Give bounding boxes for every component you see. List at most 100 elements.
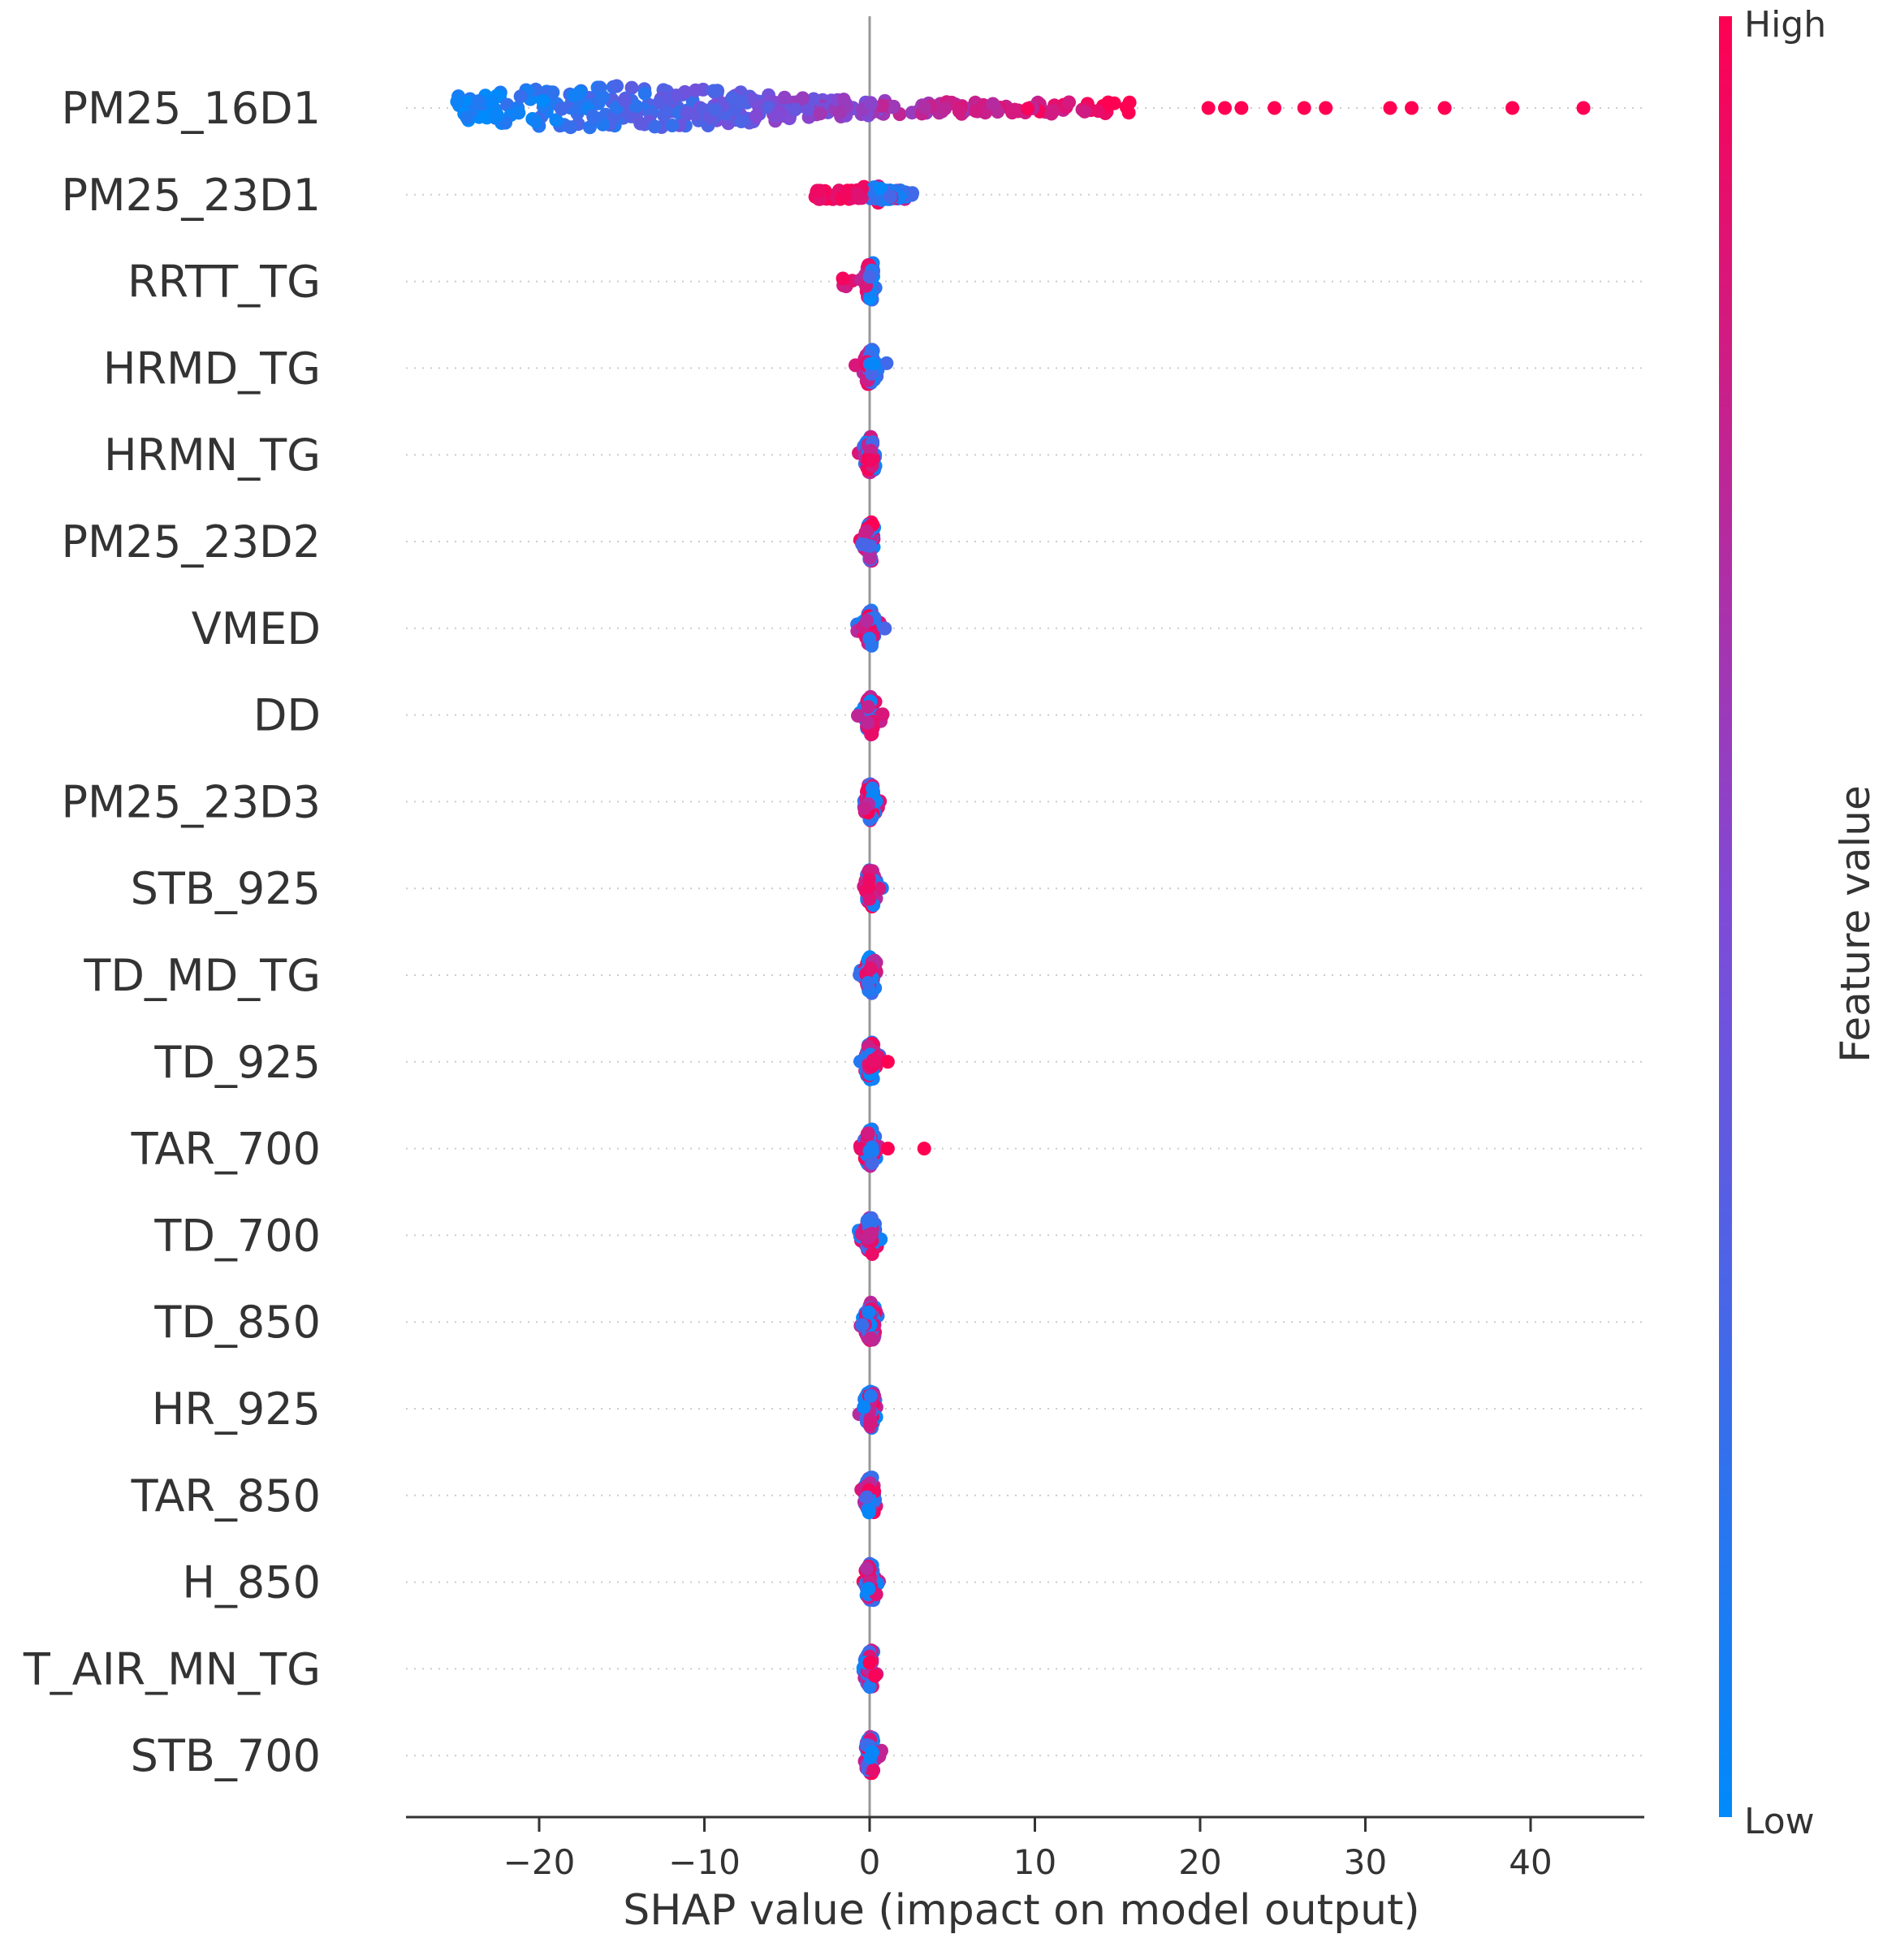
row-hrmd-tg-dot [864,366,879,381]
x-tick-label: 0 [859,1842,881,1882]
row-stb-925-dot [862,879,876,894]
row-rrtt-tg-label: RRTT_TG [127,257,321,308]
row-td-850-dot [855,1318,870,1332]
row-stb-700-dot [866,1763,881,1777]
row-pm25-16d1-outlier-dot [1437,101,1452,115]
row-td-850-dot [863,1331,878,1345]
row-pm25-16d1-dot [986,97,1000,111]
row-pm25-16d1-dot [485,94,499,109]
row-hr-925-label: HR_925 [152,1384,321,1435]
row-pm25-16d1-dot [1091,104,1106,119]
row-pm25-16d1-dot [918,100,932,114]
row-tar-700-label: TAR_700 [131,1124,321,1175]
row-pm25-16d1-label: PM25_16D1 [61,83,321,134]
row-pm25-16d1-dot [513,89,528,104]
row-pm25-16d1-dot [875,98,889,113]
row-pm25-16d1-dot [1021,101,1035,116]
row-td-700-dot [865,1247,879,1261]
row-td-850-dot [862,1305,876,1319]
row-pm25-16d1-dot [813,106,827,121]
row-td-925-dot [866,1053,880,1068]
row-hr-925-dot [863,1417,878,1431]
row-vmed-label: VMED [192,603,321,654]
row-pm25-16d1-dot [864,97,879,111]
row-dd-dot [851,709,865,723]
row-pm25-16d1-dot [637,86,652,101]
row-pm25-16d1-outlier-dot [1576,101,1591,115]
row-pm25-16d1-outlier-dot [1268,101,1282,115]
row-pm25-23d2-dot [859,525,874,539]
row-pm25-16d1-dot [471,94,486,109]
row-h-850-dot [860,1561,874,1576]
x-tick-label: 40 [1509,1842,1552,1882]
row-td-700-dot [860,1213,875,1228]
x-tick-label: −10 [668,1842,741,1882]
row-td-850-label: TD_850 [153,1297,321,1348]
row-pm25-16d1-dot [708,102,723,117]
row-pm25-16d1-dot [832,105,847,119]
colorbar-title: Feature value [1832,785,1879,1062]
row-pm25-23d1-dot [851,188,866,202]
feature-labels: PM25_16D1 PM25_23D1 RRTT_TG HRMD_TG HRMN_TG P… [23,83,321,1781]
row-pm25-16d1-dot [529,114,543,128]
row-hr-925-dot [857,1400,871,1414]
row-pm25-23d2-label: PM25_23D2 [61,516,321,568]
row-pm25-16d1-dot [610,79,624,93]
row-td-925-outlier-dot [880,1055,895,1069]
row-hrmn-tg-label: HRMN_TG [104,430,321,481]
row-vmed-dot [865,638,879,653]
row-t-air-mn-tg-dot [862,1680,877,1694]
x-axis: −20 −10 0 10 20 30 40 SHAP value (impact on mo… [406,1815,1644,1935]
row-hrmn-tg-dot [864,453,879,468]
row-hrmd-tg-dot [879,356,894,370]
row-td-md-tg-dot [863,961,878,976]
row-pm25-16d1-dot [669,89,683,103]
row-tar-700-outlier-dot [880,1142,895,1156]
row-pm25-16d1-dot [555,101,569,116]
row-pm25-23d1-label: PM25_23D1 [61,170,321,221]
row-hrmd-tg-dot [866,356,880,371]
row-pm25-16d1-dot [617,93,632,107]
row-pm25-16d1-dot [796,91,810,106]
row-pm25-16d1-dot [734,94,749,109]
row-pm25-16d1-dot [769,109,784,123]
row-pm25-16d1-dot [689,83,703,97]
row-pm25-16d1-dot [566,89,581,103]
row-pm25-16d1-dot [549,113,564,127]
row-t-air-mn-tg-dot [868,1669,883,1683]
row-pm25-16d1-dot [788,102,802,117]
colorbar-high-label: High [1744,4,1826,45]
row-pm25-23d3-dot [857,801,872,816]
row-pm25-16d1-outlier-dot [1201,101,1216,115]
row-td-925-label: TD_925 [153,1037,321,1088]
row-pm25-16d1-dot [546,85,560,100]
row-pm25-16d1-dot [633,116,648,131]
x-ticks: −20 −10 0 10 20 30 40 [503,1817,1553,1882]
row-tar-700-dot [865,1156,879,1170]
x-tick-label: 30 [1344,1842,1387,1882]
row-pm25-23d1-dot [839,188,853,202]
row-gridlines [406,107,1644,1757]
row-pm25-16d1-dot [628,99,643,114]
row-pm25-16d1-dot [536,93,550,108]
row-pm25-16d1-dot [490,109,504,123]
row-t-air-mn-tg-dot [862,1656,877,1670]
row-pm25-16d1-dot [460,110,474,125]
x-axis-title: SHAP value (impact on model output) [623,1886,1419,1935]
row-pm25-16d1-dot [777,90,792,105]
row-pm25-16d1-dot [624,80,639,95]
beeswarm-dots [450,79,1591,1781]
row-td-md-tg-label: TD_MD_TG [83,950,321,1001]
row-pm25-16d1-dot [806,92,821,106]
row-pm25-16d1-dot [801,101,815,116]
row-pm25-16d1-outlier-dot [1218,101,1232,115]
row-pm25-16d1-dot [1107,96,1121,110]
row-tar-850-label: TAR_850 [131,1470,321,1522]
row-td-700-label: TD_700 [153,1210,321,1261]
row-dd-dot [865,727,879,741]
row-pm25-16d1-outlier-dot [1505,101,1520,115]
row-td-700-dot [865,1227,879,1241]
row-pm25-16d1-dot [1078,104,1092,119]
row-pm25-16d1-dot [596,90,611,104]
